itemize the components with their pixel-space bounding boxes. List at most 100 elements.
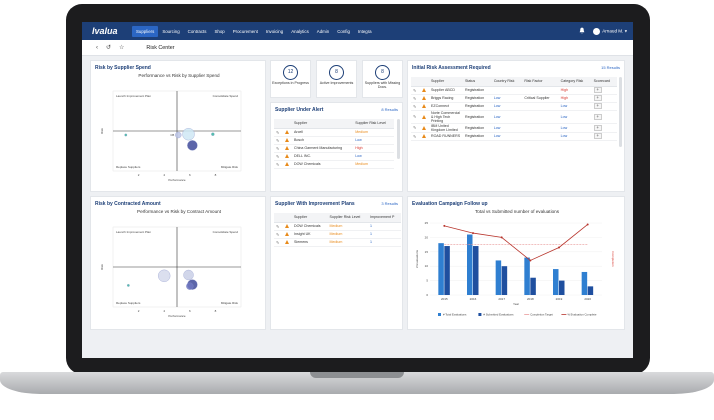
supplier-cell[interactable]: Supplier ABCD bbox=[429, 86, 463, 95]
pencil-icon[interactable]: ✎ bbox=[276, 161, 280, 167]
bar[interactable] bbox=[467, 234, 473, 295]
column-header[interactable]: Country Risk bbox=[491, 77, 523, 87]
table-row[interactable]: ✎ Bosch Low bbox=[274, 136, 394, 145]
pencil-icon[interactable]: ✎ bbox=[413, 95, 417, 101]
add-scorecard-button[interactable]: + bbox=[593, 103, 602, 109]
bar[interactable] bbox=[587, 286, 594, 295]
nav-item-procurement[interactable]: Procurement bbox=[232, 28, 258, 34]
nav-item-integra[interactable]: Integra bbox=[357, 28, 372, 34]
history-icon[interactable]: ↺ bbox=[106, 45, 112, 51]
pencil-icon[interactable]: ✎ bbox=[276, 239, 280, 245]
pencil-icon[interactable]: ✎ bbox=[413, 114, 417, 119]
data-point[interactable] bbox=[187, 140, 198, 151]
supplier-cell[interactable]: Insight UK bbox=[292, 230, 328, 239]
supplier-cell[interactable]: China Garment Manufacturing bbox=[292, 144, 354, 153]
back-icon[interactable]: ‹ bbox=[96, 44, 98, 51]
column-header[interactable]: Status bbox=[463, 77, 492, 87]
column-header[interactable]: Supplier Risk Level bbox=[327, 213, 368, 223]
add-scorecard-button[interactable]: + bbox=[593, 113, 602, 120]
bar[interactable] bbox=[559, 280, 565, 295]
supplier-cell[interactable]: ROAD RUNNERS bbox=[429, 132, 463, 141]
nav-item-config[interactable]: Config bbox=[337, 28, 350, 34]
kpi-improvements[interactable]: 8 Active Improvements bbox=[316, 60, 357, 98]
nav-item-sourcing[interactable]: Sourcing bbox=[162, 28, 180, 34]
pencil-icon[interactable]: ✎ bbox=[413, 133, 417, 139]
pencil-icon[interactable]: ✎ bbox=[413, 87, 417, 93]
table-row[interactable]: ✎ EZConnect Registration Low Low + bbox=[411, 102, 617, 111]
supplier-cell[interactable]: DELL INC. bbox=[292, 152, 354, 161]
legend-item[interactable]: Completion Target bbox=[524, 313, 553, 317]
bar[interactable] bbox=[444, 246, 450, 295]
initial-results[interactable]: 15 Results bbox=[601, 65, 620, 70]
data-point[interactable] bbox=[211, 132, 215, 136]
plan-count-cell[interactable]: 1 bbox=[367, 230, 401, 239]
user-menu[interactable]: Arnaud M. ▾ bbox=[593, 27, 627, 35]
kpi-missing-docs[interactable]: 8 Suppliers with Missing Docs. bbox=[362, 60, 403, 98]
improvement-results[interactable]: 3 Results bbox=[381, 201, 398, 206]
pencil-icon[interactable]: ✎ bbox=[276, 145, 280, 151]
table-row[interactable]: ✎ ROAD RUNNERS Registration Low Low + bbox=[411, 132, 617, 141]
bar[interactable] bbox=[524, 257, 530, 295]
nav-item-analytics[interactable]: Analytics bbox=[291, 28, 309, 34]
add-scorecard-button[interactable]: + bbox=[593, 124, 602, 131]
data-point[interactable] bbox=[124, 133, 128, 137]
supplier-cell[interactable]: Siemens bbox=[292, 238, 328, 247]
scrollbar[interactable] bbox=[619, 77, 622, 147]
supplier-cell[interactable]: Norte Commercial & High Tech Printing bbox=[429, 110, 463, 124]
data-point[interactable] bbox=[183, 269, 194, 281]
add-scorecard-button[interactable]: + bbox=[593, 133, 602, 139]
column-header[interactable]: Supplier bbox=[292, 213, 328, 223]
pencil-icon[interactable]: ✎ bbox=[413, 125, 417, 130]
line-point[interactable] bbox=[558, 246, 560, 249]
line-point[interactable] bbox=[500, 236, 503, 239]
table-row[interactable]: ✎ Siemens Medium 1 bbox=[274, 238, 401, 247]
table-row[interactable]: ✎ Insight UK Medium 1 bbox=[274, 230, 401, 239]
scrollbar[interactable] bbox=[397, 119, 400, 159]
bar[interactable] bbox=[581, 271, 588, 295]
add-scorecard-button[interactable]: + bbox=[593, 95, 602, 101]
table-row[interactable]: ✎ Briggs Racing Registration Low Critical Su… bbox=[411, 94, 617, 103]
table-row[interactable]: ✎ Arcell Medium bbox=[274, 128, 394, 137]
alert-results[interactable]: 8 Results bbox=[381, 107, 398, 112]
nav-item-suppliers[interactable]: Suppliers bbox=[132, 25, 159, 37]
column-header[interactable]: Risk Factor bbox=[522, 77, 559, 87]
bar[interactable] bbox=[473, 246, 479, 295]
line-point[interactable] bbox=[529, 259, 532, 262]
nav-item-admin[interactable]: Admin bbox=[316, 28, 330, 34]
line-point[interactable] bbox=[586, 223, 589, 226]
line-point[interactable] bbox=[443, 224, 446, 227]
table-row[interactable]: ✎ DELL INC. Low bbox=[274, 152, 394, 161]
column-header[interactable]: Supplier bbox=[292, 119, 354, 129]
pencil-icon[interactable]: ✎ bbox=[276, 137, 280, 143]
plan-count-cell[interactable]: 1 bbox=[367, 222, 401, 231]
table-row[interactable]: ✎ China Garment Manufacturing High bbox=[274, 144, 394, 153]
supplier-cell[interactable]: Arcell bbox=[292, 128, 354, 137]
kpi-exceptions[interactable]: 12 Exceptions in Progress bbox=[270, 60, 311, 98]
table-row[interactable]: ✎ Norte Commercial & High Tech Printing Re… bbox=[411, 110, 617, 124]
pencil-icon[interactable]: ✎ bbox=[276, 153, 280, 159]
supplier-cell[interactable]: DOW Chemicals bbox=[292, 160, 354, 169]
column-header[interactable]: Supplier bbox=[429, 77, 463, 87]
pencil-icon[interactable]: ✎ bbox=[413, 103, 417, 109]
data-point[interactable] bbox=[158, 269, 171, 282]
pencil-icon[interactable]: ✎ bbox=[276, 223, 280, 229]
column-header[interactable]: Improvement P bbox=[367, 213, 401, 223]
supplier-cell[interactable]: IBM United Kingdom Limited bbox=[429, 123, 463, 133]
bell-icon[interactable] bbox=[579, 27, 585, 35]
bar[interactable] bbox=[495, 260, 502, 295]
column-header[interactable]: Category Risk bbox=[558, 77, 592, 87]
nav-item-shop[interactable]: Shop bbox=[214, 28, 225, 34]
table-row[interactable]: ✎ IBM United Kingdom Limited Registration L… bbox=[411, 123, 617, 133]
line-point[interactable] bbox=[472, 232, 474, 235]
bar[interactable] bbox=[438, 243, 444, 295]
supplier-cell[interactable]: Bosch bbox=[292, 136, 354, 145]
star-icon[interactable]: ☆ bbox=[119, 45, 125, 51]
supplier-cell[interactable]: DOW Chemicals bbox=[292, 222, 328, 231]
data-point[interactable] bbox=[127, 284, 130, 287]
pencil-icon[interactable]: ✎ bbox=[276, 129, 280, 135]
column-header[interactable]: Scorecard bbox=[591, 77, 617, 87]
supplier-cell[interactable]: Briggs Racing bbox=[429, 94, 463, 103]
pencil-icon[interactable]: ✎ bbox=[276, 231, 280, 237]
ivalua-logo[interactable]: Ivalua bbox=[92, 26, 118, 36]
data-point[interactable] bbox=[186, 282, 194, 290]
